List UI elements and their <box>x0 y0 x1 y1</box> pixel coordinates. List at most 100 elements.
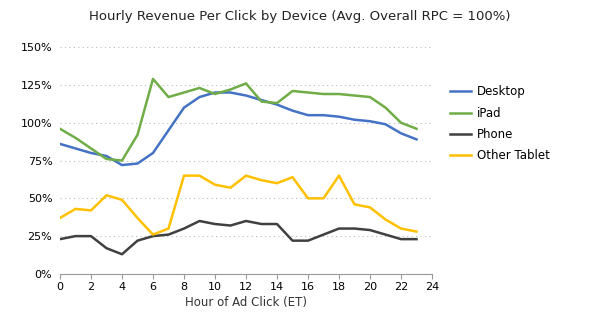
Phone <box>413 237 420 241</box>
iPad <box>320 92 327 96</box>
iPad <box>134 133 141 137</box>
Phone <box>351 227 358 231</box>
Desktop <box>72 147 79 150</box>
Desktop <box>397 131 404 135</box>
iPad <box>274 101 281 105</box>
Other Tablet <box>149 233 157 237</box>
Phone <box>335 227 343 231</box>
Desktop <box>320 113 327 117</box>
Phone <box>382 233 389 237</box>
Other Tablet <box>72 207 79 211</box>
Other Tablet <box>134 216 141 220</box>
iPad <box>413 127 420 131</box>
Other Tablet <box>181 174 188 178</box>
Other Tablet <box>118 198 125 202</box>
Other Tablet <box>227 186 234 190</box>
Line: Other Tablet: Other Tablet <box>60 176 416 235</box>
Desktop <box>258 98 265 102</box>
iPad <box>382 106 389 110</box>
Phone <box>211 222 218 226</box>
iPad <box>242 82 250 85</box>
Other Tablet <box>351 202 358 206</box>
iPad <box>289 89 296 93</box>
iPad <box>88 147 95 150</box>
Legend: Desktop, iPad, Phone, Other Tablet: Desktop, iPad, Phone, Other Tablet <box>445 81 555 167</box>
Desktop <box>118 163 125 167</box>
Desktop <box>335 115 343 119</box>
Phone <box>397 237 404 241</box>
Phone <box>304 239 311 243</box>
Other Tablet <box>242 174 250 178</box>
Other Tablet <box>274 181 281 185</box>
Desktop <box>103 154 110 158</box>
Other Tablet <box>304 196 311 200</box>
Other Tablet <box>56 216 64 220</box>
Phone <box>149 234 157 238</box>
Phone <box>118 252 125 256</box>
Text: Hourly Revenue Per Click by Device (Avg. Overall RPC = 100%): Hourly Revenue Per Click by Device (Avg.… <box>89 10 511 23</box>
Desktop <box>382 122 389 126</box>
Desktop <box>149 151 157 155</box>
iPad <box>165 95 172 99</box>
iPad <box>149 77 157 81</box>
Desktop <box>88 151 95 155</box>
iPad <box>196 86 203 90</box>
Desktop <box>274 103 281 107</box>
Desktop <box>211 90 218 94</box>
Phone <box>196 219 203 223</box>
Desktop <box>181 106 188 110</box>
Phone <box>289 239 296 243</box>
Phone <box>227 223 234 227</box>
Phone <box>103 246 110 250</box>
Other Tablet <box>320 196 327 200</box>
Desktop <box>196 95 203 99</box>
Desktop <box>134 162 141 166</box>
Other Tablet <box>367 205 374 209</box>
Phone <box>181 227 188 231</box>
X-axis label: Hour of Ad Click (ET): Hour of Ad Click (ET) <box>185 296 307 309</box>
Phone <box>88 234 95 238</box>
Phone <box>56 237 64 241</box>
Other Tablet <box>335 174 343 178</box>
iPad <box>304 90 311 94</box>
Other Tablet <box>196 174 203 178</box>
Desktop <box>304 113 311 117</box>
Other Tablet <box>258 178 265 182</box>
iPad <box>211 92 218 96</box>
Line: Phone: Phone <box>60 221 416 254</box>
iPad <box>118 158 125 162</box>
Desktop <box>351 118 358 122</box>
Desktop <box>227 90 234 94</box>
iPad <box>181 90 188 94</box>
Other Tablet <box>88 209 95 213</box>
Phone <box>134 239 141 243</box>
iPad <box>72 136 79 140</box>
iPad <box>351 93 358 97</box>
Other Tablet <box>413 230 420 234</box>
iPad <box>227 87 234 91</box>
iPad <box>397 121 404 125</box>
Phone <box>258 222 265 226</box>
Phone <box>274 222 281 226</box>
Other Tablet <box>397 227 404 231</box>
Phone <box>165 233 172 237</box>
Phone <box>72 234 79 238</box>
Desktop <box>165 128 172 132</box>
Line: iPad: iPad <box>60 79 416 160</box>
Desktop <box>242 93 250 97</box>
Other Tablet <box>165 227 172 231</box>
Phone <box>320 233 327 237</box>
iPad <box>367 95 374 99</box>
Phone <box>367 228 374 232</box>
iPad <box>103 157 110 161</box>
Line: Desktop: Desktop <box>60 92 416 165</box>
iPad <box>56 127 64 131</box>
Desktop <box>289 109 296 113</box>
Desktop <box>367 119 374 123</box>
Other Tablet <box>211 183 218 187</box>
iPad <box>258 100 265 104</box>
Desktop <box>56 142 64 146</box>
iPad <box>335 92 343 96</box>
Phone <box>242 219 250 223</box>
Desktop <box>413 137 420 141</box>
